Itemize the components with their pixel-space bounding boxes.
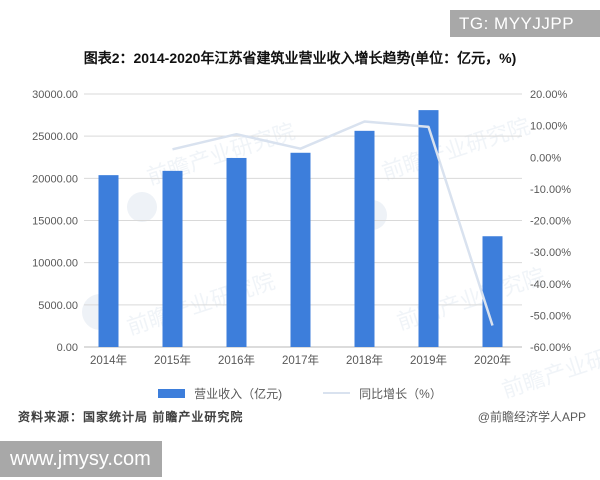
right-axis-tick-label: 20.00% — [530, 89, 568, 101]
right-axis-tick-label: -60.00% — [530, 342, 571, 354]
right-axis-tick-label: -20.00% — [530, 216, 571, 228]
left-axis-tick-label: 10000.00 — [32, 258, 78, 270]
footer: 资料来源：国家统计局 前瞻产业研究院 @前瞻经济学人APP — [18, 408, 586, 425]
watermark-logo-icon — [127, 192, 157, 222]
x-axis-label: 2017年 — [282, 353, 319, 367]
legend-line-swatch — [323, 392, 351, 394]
legend: 营业收入（亿元) 同比增长（%） — [0, 385, 600, 401]
watermark-text: 前瞻产业研究院 — [124, 268, 278, 339]
left-axis-tick-label: 25000.00 — [32, 131, 78, 143]
watermark-text: 前瞻产业研究院 — [394, 263, 548, 334]
bar-2020年 — [482, 236, 503, 347]
growth-line — [172, 120, 494, 326]
top-watermark-banner: TG: MYYJJPP — [450, 10, 600, 37]
right-axis-tick-label: -30.00% — [530, 247, 571, 259]
chart-title: 图表2：2014-2020年江苏省建筑业营业收入增长趋势(单位：亿元，%) — [83, 50, 517, 66]
x-axis-label: 2020年 — [474, 353, 511, 367]
left-axis-tick-label: 0.00 — [57, 342, 78, 354]
right-axis-tick-label: 0.00% — [530, 152, 561, 164]
x-axis-label: 2016年 — [218, 353, 255, 367]
right-axis-tick-label: -10.00% — [530, 184, 571, 196]
bar-2015年 — [162, 170, 183, 347]
right-axis-tick-label: -50.00% — [530, 310, 571, 322]
bar-2016年 — [226, 157, 247, 347]
left-axis-tick-label: 30000.00 — [32, 89, 78, 101]
bar-2014年 — [98, 175, 119, 347]
bar-2018年 — [354, 130, 375, 347]
left-axis-tick-label: 20000.00 — [32, 173, 78, 185]
right-axis-tick-label: 10.00% — [530, 121, 568, 133]
x-axis-label: 2019年 — [410, 353, 447, 367]
legend-revenue-label: 营业收入（亿元) — [194, 386, 283, 401]
bar-2017年 — [290, 152, 311, 347]
legend-bar-swatch — [158, 388, 186, 398]
credit-note: @前瞻经济学人APP — [477, 410, 586, 424]
source-note: 资料来源：国家统计局 前瞻产业研究院 — [18, 410, 244, 424]
x-axis-label: 2018年 — [346, 353, 383, 367]
bottom-watermark-banner: www.jmysy.com — [0, 441, 162, 477]
x-axis-label: 2015年 — [154, 353, 191, 367]
right-axis-tick-label: -40.00% — [530, 279, 571, 291]
left-axis-tick-label: 15000.00 — [32, 216, 78, 228]
bar-2019年 — [418, 110, 439, 347]
legend-growth-label: 同比增长（%） — [359, 386, 442, 401]
left-axis-tick-label: 5000.00 — [38, 300, 78, 312]
x-axis-label: 2014年 — [90, 353, 127, 367]
